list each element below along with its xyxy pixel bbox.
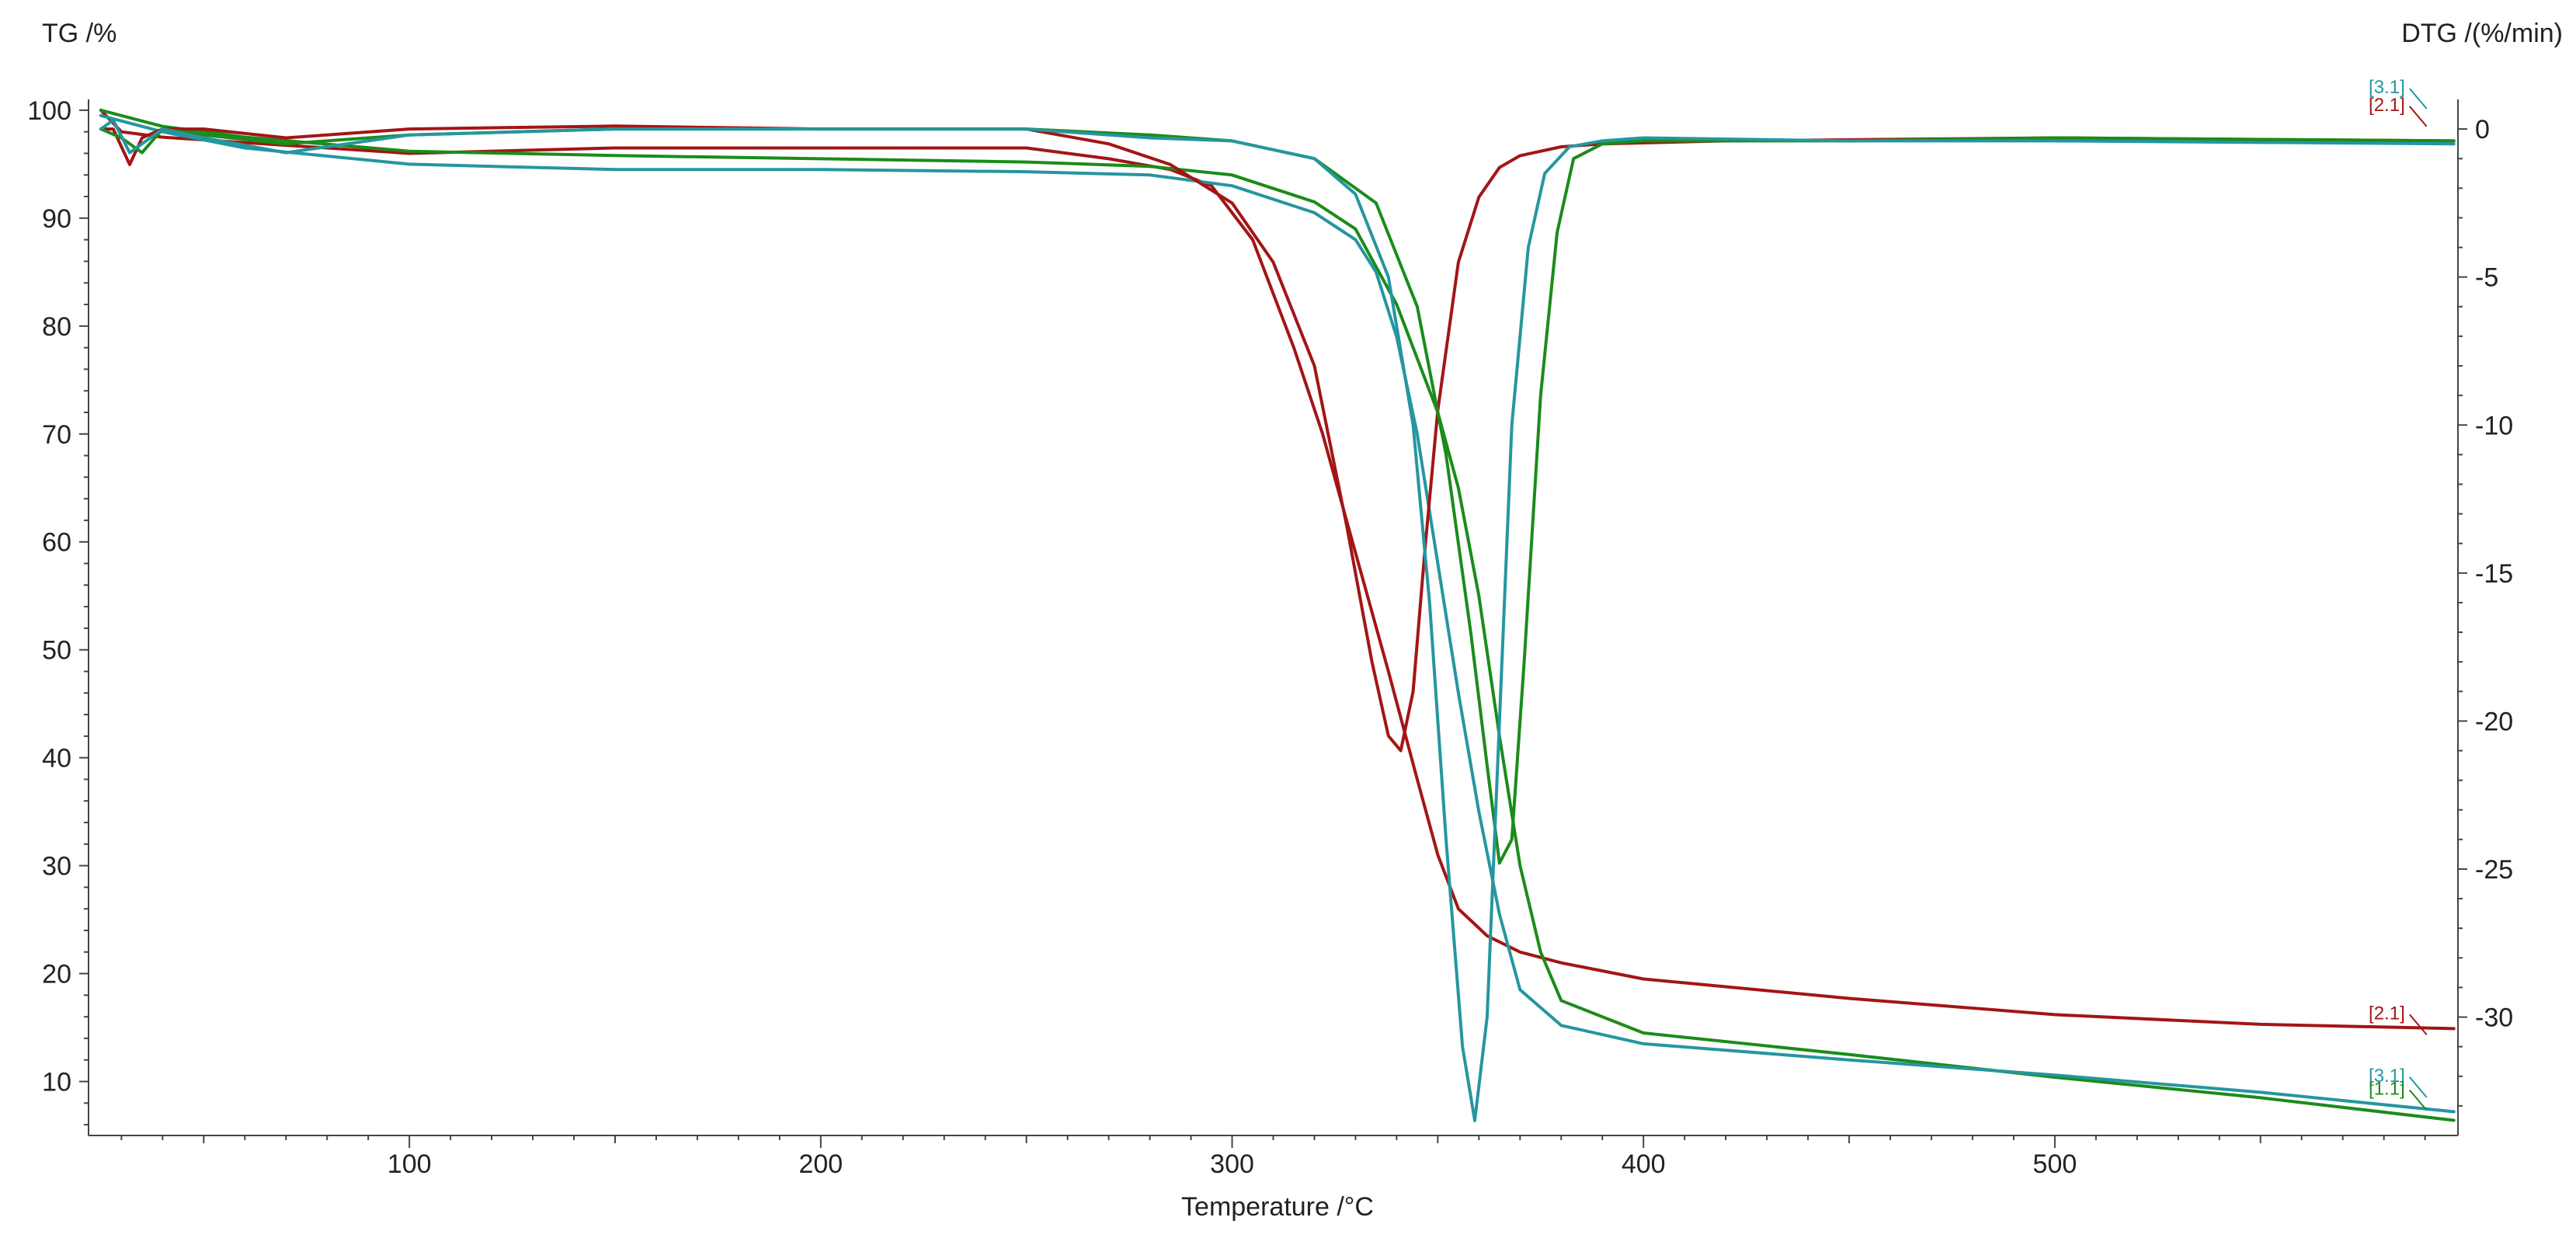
right-tick-label: -30 [2475,1003,2513,1033]
right-tick-label: -5 [2475,263,2498,293]
series-tg-1-1 [99,108,2456,1122]
end-label: [3.1] [2369,1066,2405,1087]
x-tick-label: 400 [1622,1149,1666,1179]
end-label-leader [2408,88,2428,110]
left-tick-label: 80 [42,312,71,342]
series-tg-3-1 [99,113,2456,1114]
x-axis-label: Temperature /°C [1181,1192,1374,1222]
right-tick-label: -15 [2475,559,2513,589]
left-tick-label: 40 [42,744,71,774]
left-tick-label: 60 [42,528,71,558]
end-label-leader [2408,1014,2428,1035]
series-dtg-1-1 [99,127,2456,865]
right-tick-label: -10 [2475,411,2513,440]
x-tick-label: 200 [798,1149,843,1179]
right-tick-label: 0 [2475,115,2490,144]
right-tick-label: -20 [2475,707,2513,736]
right-tick-label: -25 [2475,855,2513,885]
end-label: [2.1] [2369,1003,2405,1024]
axes: 100 200 300 400 500 10 20 30 40 50 60 70 80 90 100 0 -5 -… [27,96,2513,1179]
left-tick-label: 100 [27,96,71,126]
end-label-leader [2408,106,2428,127]
left-tick-label: 90 [42,204,71,234]
x-tick-label: 500 [2033,1149,2077,1179]
end-label: [2.1] [2369,95,2405,116]
x-tick-label: 300 [1210,1149,1254,1179]
series-dtg-2-1 [99,124,2456,753]
end-label: [1.1] [2369,1079,2405,1100]
right-axis-label: DTG /(%/min) [2401,19,2563,48]
left-tick-label: 10 [42,1068,71,1097]
left-tick-label: 20 [42,960,71,989]
end-label: [3.1] [2369,77,2405,98]
series-tg-2-1 [99,108,2456,1031]
left-tick-label: 30 [42,852,71,882]
x-tick-label: 100 [388,1149,432,1179]
left-tick-label: 50 [42,636,71,666]
series-dtg-3-1 [99,118,2456,1122]
series-lines [99,108,2456,1122]
end-label-leader [2408,1089,2428,1111]
left-axis-label: TG /% [42,19,116,48]
end-labels: [2.1][3.1][1.1][3.1][2.1] [2369,77,2428,1111]
end-label-leader [2408,1076,2428,1098]
left-tick-label: 70 [42,420,71,450]
